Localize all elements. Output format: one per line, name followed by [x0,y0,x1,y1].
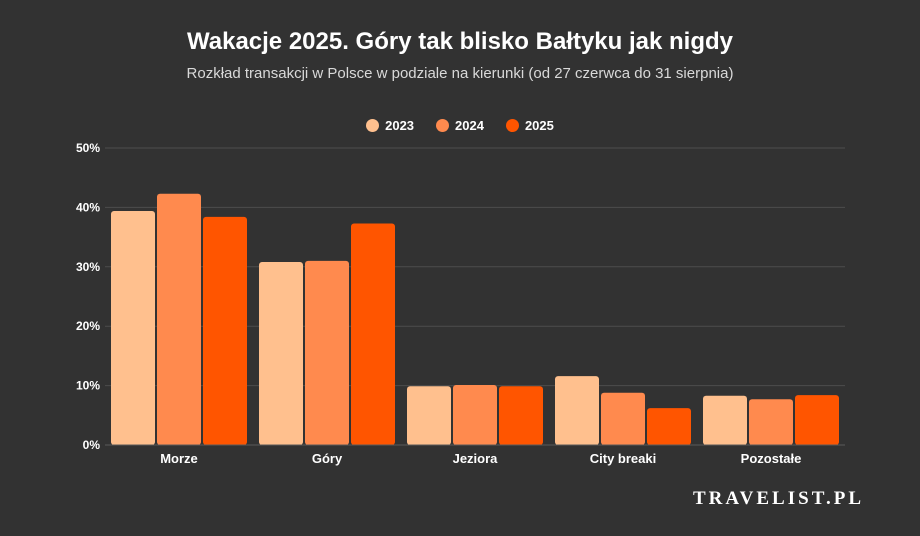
legend-item-2024: 2024 [436,118,484,133]
bar-2024 [749,399,793,445]
bar-2023 [407,386,451,445]
x-tick-label: Jeziora [453,451,499,466]
legend-item-2025: 2025 [505,118,554,133]
brand-logo-text: TRAVELIST.PL [693,488,864,509]
bar-2024 [157,193,201,445]
legend-label-2024: 2024 [455,118,484,133]
bar-2025 [203,216,247,445]
bar-2023 [555,376,599,445]
bar-2025 [351,223,395,445]
x-tick-label: Pozostałe [741,451,802,466]
y-tick-label: 40% [76,200,100,214]
legend-item-2023: 2023 [366,118,414,133]
x-tick-label: Morze [160,451,198,466]
legend-swatch-2025 [505,119,519,132]
legend-label-2025: 2025 [524,118,554,133]
bar-2025 [795,395,839,445]
legend-label-2023: 2023 [385,118,415,133]
bar-2025 [647,408,691,445]
legend: 2023 2024 2025 [0,118,920,133]
x-tick-label: Góry [312,451,343,466]
bar-2024 [453,385,497,445]
legend-swatch-2023 [366,119,380,132]
bar-2023 [111,210,155,445]
y-tick-label: 50% [76,141,100,155]
chart-title: Wakacje 2025. Góry tak blisko Bałtyku ja… [186,28,733,55]
bar-2024 [601,392,645,445]
y-tick-label: 0% [83,438,101,452]
x-tick-label: City breaki [590,451,656,466]
chart-subtitle: Rozkład transakcji w Polsce w podziale n… [186,65,734,82]
bar-2023 [259,262,303,445]
y-tick-label: 20% [76,319,100,333]
bar-2024 [305,260,349,445]
bar-2025 [499,386,543,445]
y-tick-label: 30% [76,260,100,274]
legend-swatch-2024 [436,119,450,132]
bar-2023 [703,395,747,445]
y-tick-label: 10% [76,379,100,393]
